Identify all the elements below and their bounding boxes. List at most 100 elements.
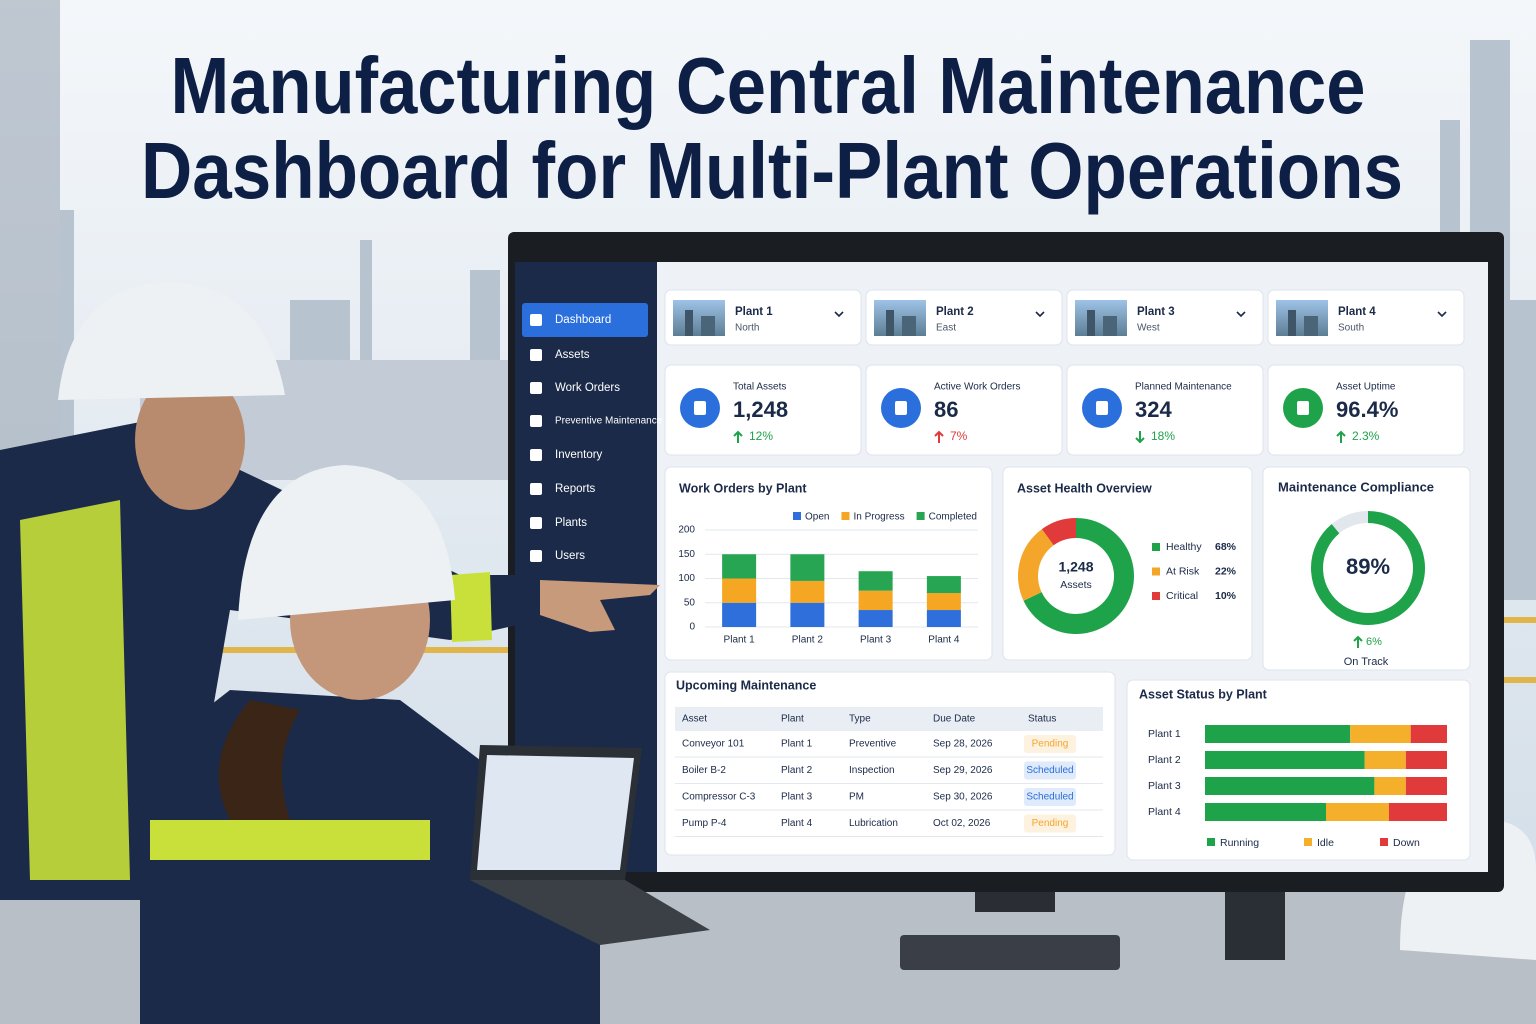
kpi-icon-glyph xyxy=(1096,401,1108,415)
title-line: Manufacturing Central Maintenance xyxy=(171,41,1366,130)
bar-segment xyxy=(722,554,757,579)
nav-item: Work Orders xyxy=(555,382,620,394)
legend-label: Idle xyxy=(1317,837,1334,849)
y-tick-label: Plant 4 xyxy=(1148,806,1181,818)
status-badge xyxy=(1024,735,1076,753)
kpi-icon-glyph xyxy=(1297,401,1309,415)
table-header xyxy=(675,707,1103,731)
x-tick-label: Plant 1 xyxy=(724,635,756,646)
plant-thumbnail-building xyxy=(1103,316,1117,336)
nav-icon xyxy=(530,415,542,427)
legend-label: Running xyxy=(1220,837,1259,849)
kpi-change: 12% xyxy=(749,429,773,443)
bar-segment xyxy=(790,580,825,603)
plant-thumbnail xyxy=(874,300,926,336)
bar-segment xyxy=(858,610,893,627)
dropdown-chevron[interactable] xyxy=(834,311,844,318)
nav-icon xyxy=(530,449,542,461)
bar-segment xyxy=(1205,751,1365,769)
title-line: Dashboard for Multi-Plant Operations xyxy=(141,126,1403,215)
plant-region: South xyxy=(1338,323,1364,334)
y-tick-label: 200 xyxy=(678,525,695,536)
table-header-cell: Status xyxy=(1028,714,1056,725)
table-cell: Preventive xyxy=(849,739,897,750)
status-badge xyxy=(1024,788,1076,806)
kpi-change: 2.3% xyxy=(1352,429,1380,443)
kpi-label: Active Work Orders xyxy=(934,382,1021,393)
table-cell: Sep 30, 2026 xyxy=(933,792,993,803)
legend-label: At Risk xyxy=(1166,565,1200,577)
y-tick-label: Plant 2 xyxy=(1148,754,1181,766)
plant-thumbnail xyxy=(673,300,725,336)
kpi-icon-glyph xyxy=(895,401,907,415)
dropdown-chevron[interactable] xyxy=(1236,311,1246,318)
legend-swatch xyxy=(1380,838,1388,846)
y-tick-label: 150 xyxy=(678,549,695,560)
pen-cup xyxy=(1225,885,1285,960)
donut-segment xyxy=(1041,518,1076,546)
table-header-cell: Asset xyxy=(682,714,707,725)
legend-label: In Progress xyxy=(853,512,904,523)
legend-swatch xyxy=(1152,567,1160,576)
donut-segment xyxy=(1017,529,1054,601)
x-tick-label: Plant 2 xyxy=(792,635,824,646)
dropdown-chevron[interactable] xyxy=(1035,311,1045,318)
table-cell: Plant 1 xyxy=(781,739,813,750)
status-text: Pending xyxy=(1032,739,1069,750)
table-cell: Boiler B-2 xyxy=(682,765,726,776)
bar-segment xyxy=(1364,751,1406,769)
kpi-icon-glyph xyxy=(694,401,706,415)
nav-icon xyxy=(530,349,542,361)
nav-item: Reports xyxy=(555,483,596,495)
status-badge xyxy=(1024,814,1076,833)
card xyxy=(1267,364,1465,456)
value-label: 10% xyxy=(1215,590,1237,602)
nav-icon xyxy=(530,382,542,394)
bar-segment xyxy=(926,593,961,611)
legend-swatch xyxy=(1207,838,1215,846)
kpi-value: 1,248 xyxy=(733,397,788,422)
kpi-value: 96.4% xyxy=(1336,397,1398,422)
plant-name: Plant 2 xyxy=(936,306,974,318)
donut-center-label: Assets xyxy=(1060,579,1092,591)
plant-name: Plant 1 xyxy=(735,306,773,318)
value-label: 22% xyxy=(1215,565,1237,577)
trend-arrow xyxy=(1336,430,1346,443)
kpi-label: Asset Uptime xyxy=(1336,382,1396,393)
y-tick-label: Plant 3 xyxy=(1148,780,1181,792)
tablet xyxy=(900,935,1120,970)
legend-swatch xyxy=(1152,592,1160,600)
table-cell: Compressor C-3 xyxy=(682,792,756,803)
bar-segment xyxy=(1205,803,1326,821)
legend-label: Completed xyxy=(929,512,977,523)
y-tick-label: 0 xyxy=(689,622,695,633)
table-cell: Plant 2 xyxy=(781,765,813,776)
status-text: Pending xyxy=(1032,818,1069,829)
plant-name: Plant 4 xyxy=(1338,306,1376,318)
kpi-value: 324 xyxy=(1135,397,1172,422)
table-cell: Plant 4 xyxy=(781,818,813,829)
chart-title: Asset Status by Plant xyxy=(1139,687,1268,701)
plant-thumbnail-building xyxy=(685,310,693,336)
chart-title: Maintenance Compliance xyxy=(1278,479,1434,494)
table-cell: Sep 28, 2026 xyxy=(933,739,993,750)
gauge-change: 6% xyxy=(1366,636,1382,648)
bar-segment xyxy=(1388,803,1447,821)
legend-label: Critical xyxy=(1166,590,1198,602)
nav-active xyxy=(522,303,648,337)
y-tick-label: 50 xyxy=(684,597,696,608)
table-cell: Oct 02, 2026 xyxy=(933,818,991,829)
plant-thumbnail-building xyxy=(886,310,894,336)
table-cell: PM xyxy=(849,792,864,803)
worker-standing xyxy=(0,282,660,900)
dropdown-chevron[interactable] xyxy=(1437,311,1447,318)
x-tick-label: Plant 4 xyxy=(928,635,960,646)
nav-icon xyxy=(530,483,542,495)
legend-swatch xyxy=(1152,543,1160,551)
plant-thumbnail xyxy=(1075,300,1127,336)
bar-segment xyxy=(722,602,757,627)
trend-arrow xyxy=(1353,635,1363,648)
trend-arrow xyxy=(1135,431,1145,444)
monitor-stand xyxy=(975,892,1055,912)
